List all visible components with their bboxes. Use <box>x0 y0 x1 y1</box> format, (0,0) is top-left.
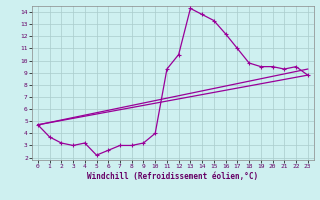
X-axis label: Windchill (Refroidissement éolien,°C): Windchill (Refroidissement éolien,°C) <box>87 172 258 181</box>
